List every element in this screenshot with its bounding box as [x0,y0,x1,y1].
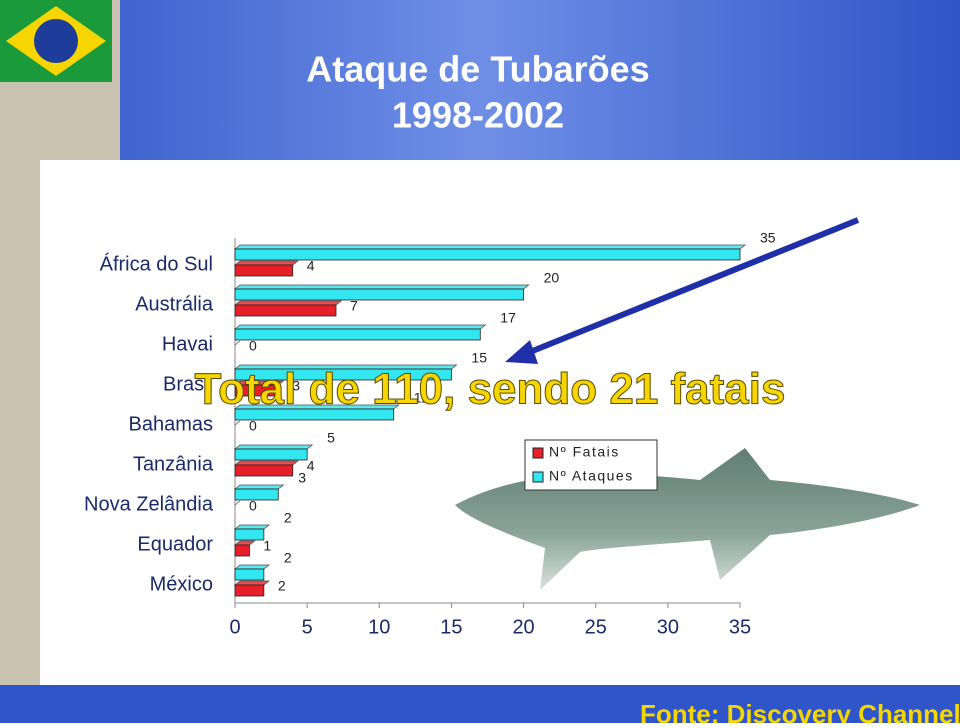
data-label: 4 [307,458,315,474]
bar [234,584,265,597]
y-tick-label: Havai [162,333,213,355]
data-label: 0 [249,418,257,434]
y-tick-label: África do Sul [100,252,213,275]
x-tick-label: 15 [440,616,462,638]
footer-band [0,685,960,723]
bar [234,248,741,261]
data-label: 35 [760,230,776,246]
bar [234,304,337,317]
bar [234,328,481,341]
y-tick-label: Nova Zelândia [84,493,214,515]
arrow-head [505,340,538,364]
bar-top [233,284,530,290]
bar-top [233,260,299,266]
legend-label: Nº Ataques [549,468,634,484]
data-label: 5 [327,430,335,446]
legend-swatch [532,471,544,483]
bar [234,448,308,461]
bar-top [233,324,487,330]
legend-label: Nº Fatais [549,444,620,460]
bar-top [233,484,285,490]
x-tick-label: 20 [512,616,534,638]
data-label: 3 [292,378,300,394]
bar [234,528,265,541]
y-tick-label: Tanzânia [133,453,214,475]
data-label: 17 [500,310,516,326]
y-tick-label: Austrália [135,293,214,315]
bar [234,488,279,501]
data-label: 2 [284,510,292,526]
data-label: 0 [249,498,257,514]
subtitle: 1998-2002 [392,95,564,136]
bar [234,408,395,421]
data-label: 4 [307,258,315,274]
data-label: 2 [284,550,292,566]
data-label: 1 [263,538,271,554]
legend-box [524,439,658,491]
data-label: 2 [278,578,286,594]
flag-circle [34,19,78,63]
bar-top [233,524,270,530]
legend-swatch [532,447,544,459]
x-tick-label: 10 [368,616,390,638]
y-tick-label: México [150,573,213,595]
y-tick-label: Bahamas [129,413,214,435]
bar-top [233,580,270,586]
x-tick-label: 35 [729,616,751,638]
bar [234,464,294,477]
data-label: 15 [471,350,487,366]
bar-top [233,244,747,250]
x-tick-label: 30 [657,616,679,638]
title: Ataque de Tubarões [306,49,649,90]
bar-top [233,444,314,450]
bar-top [233,300,343,306]
bar [234,264,294,277]
data-label: 20 [544,270,560,286]
data-label: 7 [350,298,358,314]
x-tick-label: 5 [302,616,313,638]
x-tick-label: 0 [229,616,240,638]
y-tick-label: Equador [137,533,213,555]
bar [234,384,279,397]
bar-top [233,460,299,466]
data-label: 11 [414,390,429,406]
bar [234,544,250,557]
bar-top [233,564,270,570]
bar-top [234,420,241,426]
data-label: 3 [298,470,306,486]
arrow [518,217,860,359]
bar [234,568,265,581]
data-label: 0 [249,338,257,354]
y-tick-label: Brasil [163,373,213,395]
annotation: Total de 110, sendo 21 fatais [195,365,786,414]
bar [234,288,524,301]
bar [234,368,452,381]
x-tick-label: 25 [585,616,607,638]
bar-top [234,500,241,506]
source: Fonte: Discovery Channel [640,699,960,723]
bar-top [234,340,241,346]
